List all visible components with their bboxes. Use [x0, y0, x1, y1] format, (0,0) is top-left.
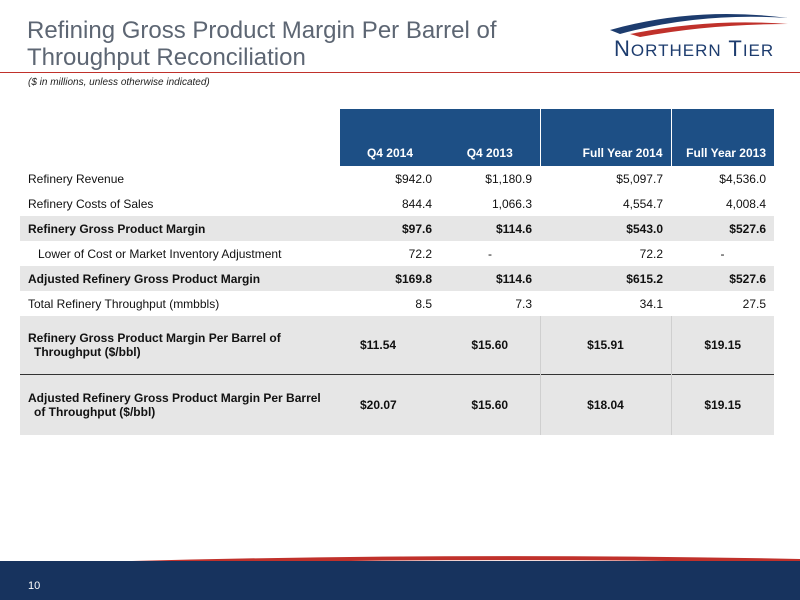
cell-value: $97.6	[340, 216, 440, 241]
table-row: Adjusted Refinery Gross Product Margin P…	[20, 374, 774, 435]
table-row: Refinery Revenue $942.0 $1,180.9 $5,097.…	[20, 166, 774, 191]
row-label: Refinery Costs of Sales	[28, 196, 154, 211]
cell-value: $615.2	[540, 266, 671, 291]
table-row: Adjusted Refinery Gross Product Margin $…	[20, 266, 774, 291]
table-row: Refinery Costs of Sales 844.4 1,066.3 4,…	[20, 191, 774, 216]
row-label-line1: Adjusted Refinery Gross Product Margin P…	[28, 391, 321, 405]
cell-value: 34.1	[639, 296, 663, 311]
table-row: Total Refinery Throughput (mmbbls) 8.5 7…	[20, 291, 774, 316]
row-label: Refinery Revenue	[28, 171, 125, 186]
row-label: Refinery Gross Product Margin	[20, 216, 340, 241]
cell-value: $114.6	[440, 266, 540, 291]
logo-wordmark: NORTHERN TIER	[614, 36, 774, 62]
cell-value: $15.60	[440, 316, 540, 375]
row-label-line2: of Throughput ($/bbl)	[34, 405, 156, 419]
cell-value: $11.54	[340, 316, 440, 375]
cell-value: -	[720, 246, 725, 261]
header-blank-cell	[20, 109, 340, 166]
row-label-line2: Throughput ($/bbl)	[34, 345, 141, 359]
page-number: 10	[28, 580, 41, 592]
cell-value: 72.2	[408, 246, 432, 261]
footer-bar	[0, 561, 800, 600]
cell-value: $527.6	[671, 216, 774, 241]
header-full-year-2014: Full Year 2014	[539, 109, 671, 166]
table-row: Refinery Gross Product Margin $97.6 $114…	[20, 216, 774, 241]
cell-value: $19.15	[670, 316, 774, 375]
row-label: Lower of Cost or Market Inventory Adjust…	[38, 246, 282, 261]
slide-title: Refining Gross Product Margin Per Barrel…	[27, 17, 497, 71]
cell-value: $169.8	[340, 266, 440, 291]
cell-value: $19.15	[670, 374, 774, 435]
row-label: Total Refinery Throughput (mmbbls)	[28, 296, 220, 311]
cell-value: 8.5	[415, 296, 432, 311]
cell-value: $527.6	[671, 266, 774, 291]
cell-value: $543.0	[540, 216, 671, 241]
cell-value: $942.0	[395, 171, 432, 186]
logo-letters-orthern: ORTHERN	[630, 41, 722, 60]
table-row: Refinery Gross Product Margin Per Barrel…	[20, 316, 774, 375]
cell-value: $5,097.7	[616, 171, 663, 186]
cell-value: 1,066.3	[491, 196, 532, 211]
header-q4-2013: Q4 2013	[440, 109, 540, 166]
cell-value: $18.04	[539, 374, 671, 435]
logo-letter-n: N	[614, 36, 631, 61]
row-label: Adjusted Refinery Gross Product Margin	[20, 266, 340, 291]
cell-value: 72.2	[639, 246, 663, 261]
cell-value: 7.3	[515, 296, 532, 311]
table-row: Lower of Cost or Market Inventory Adjust…	[20, 241, 774, 266]
logo-swoosh-icon	[610, 14, 788, 37]
cell-value: $15.91	[539, 316, 671, 375]
row-label: Refinery Gross Product Margin Per Barrel…	[20, 316, 340, 375]
cell-value: $20.07	[340, 374, 440, 435]
table-header-row: Q4 2014 Q4 2013 Full Year 2014 Full Year…	[20, 109, 774, 166]
cell-value: $1,180.9	[485, 171, 532, 186]
slide-subtitle: ($ in millions, unless otherwise indicat…	[28, 77, 210, 88]
northern-tier-logo: NORTHERN TIER	[600, 10, 790, 70]
cell-value: -	[488, 246, 492, 261]
cell-value: $114.6	[440, 216, 540, 241]
row-label: Adjusted Refinery Gross Product Margin P…	[20, 374, 340, 435]
cell-value: 844.4	[401, 196, 432, 211]
cell-value: $4,536.0	[719, 171, 766, 186]
cell-value: 4,554.7	[622, 196, 663, 211]
header-q4-2014: Q4 2014	[340, 109, 440, 166]
reconciliation-table: Q4 2014 Q4 2013 Full Year 2014 Full Year…	[20, 109, 774, 435]
cell-value: 27.5	[742, 296, 766, 311]
logo-letter-t: T	[728, 36, 743, 61]
title-divider	[0, 72, 800, 73]
cell-value: $15.60	[440, 374, 540, 435]
row-label-line1: Refinery Gross Product Margin Per Barrel…	[28, 331, 281, 345]
header-full-year-2013: Full Year 2013	[670, 109, 774, 166]
logo-letters-ier: IER	[742, 41, 775, 60]
cell-value: 4,008.4	[725, 196, 766, 211]
